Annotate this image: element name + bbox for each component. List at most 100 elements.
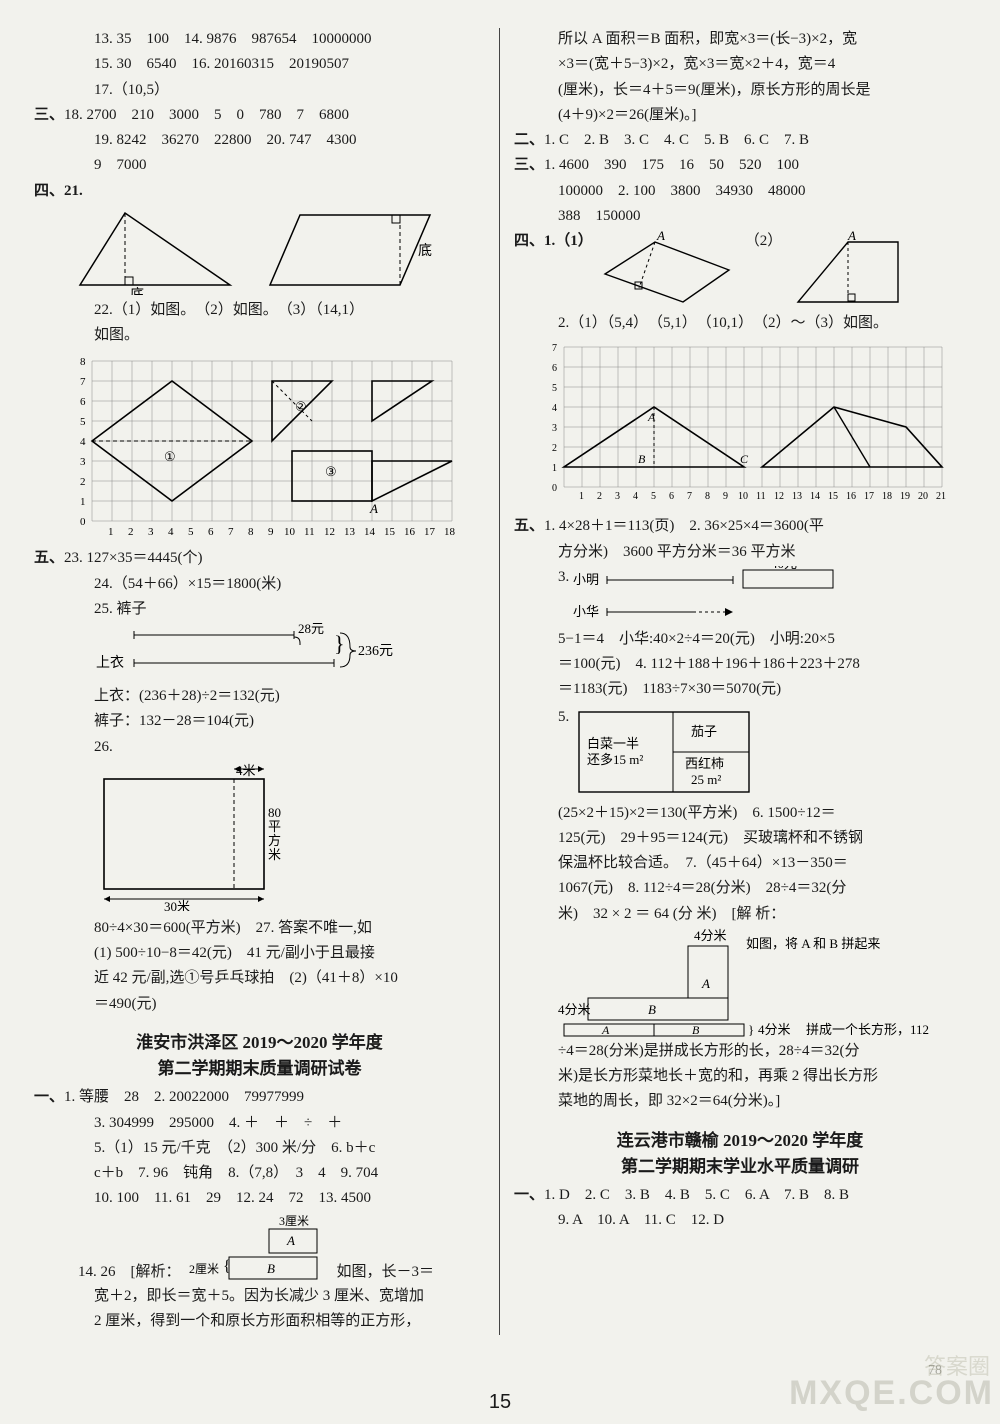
text-line: ÷4＝28(分米)是拼成长方形的长，28÷4＝32(分 — [514, 1040, 966, 1063]
svg-text:17: 17 — [864, 491, 874, 502]
triangle-figure: 底 — [70, 207, 240, 295]
line-diagram: 3. 小明 40元 小华 — [514, 566, 966, 626]
svg-text:小华: 小华 — [573, 604, 599, 619]
svg-text:拼成一个长方形，112: 拼成一个长方形，112 — [806, 1022, 929, 1037]
text-line: 三、18. 2700 210 3000 5 0 780 7 6800 — [34, 104, 485, 127]
svg-text:6: 6 — [208, 526, 214, 538]
text-line: 方分米) 3600 平方分米＝36 平方米 — [514, 541, 966, 564]
section-label: 二、 — [514, 132, 544, 148]
svg-text:16: 16 — [846, 491, 856, 502]
text-line: 上衣：(236＋28)÷2＝132(元) — [34, 685, 485, 708]
svg-text:6: 6 — [552, 363, 557, 374]
text-line: (1) 500÷10−8＝42(元) 41 元/副小于且最接 — [34, 942, 485, 965]
svg-text:1: 1 — [108, 526, 114, 538]
text: 1. 等腰 28 2. 20022000 79977999 — [64, 1089, 304, 1105]
svg-text:1: 1 — [80, 496, 86, 508]
text-line: 10. 100 11. 61 29 12. 24 72 13. 4500 — [34, 1187, 485, 1210]
text: 3. — [558, 569, 569, 585]
svg-text:3厘米: 3厘米 — [279, 1215, 309, 1228]
svg-text:A: A — [701, 976, 710, 991]
svg-text:3: 3 — [148, 526, 154, 538]
text-line: 9 7000 — [34, 154, 485, 177]
text: 1. C 2. B 3. C 4. C 5. B 6. C 7. B — [544, 132, 809, 148]
text-line: 25. 裤子 — [34, 598, 485, 621]
section-label: 一、 — [514, 1187, 544, 1203]
text-line: ＝1183(元) 1183÷7×30＝5070(元) — [514, 678, 966, 701]
text-line: 裤子：132－28＝104(元) — [34, 710, 485, 733]
title-line: 第二学期期末学业水平质量调研 — [514, 1154, 966, 1180]
text-line: 19. 8242 36270 22800 20. 747 4300 — [34, 129, 485, 152]
figure-row: 四、1.（1） A （2） A — [514, 230, 966, 310]
text-line: (4＋9)×2＝26(厘米)。] — [514, 104, 966, 127]
svg-text:9: 9 — [268, 526, 274, 538]
parallelogram-A: A — [599, 230, 739, 310]
text-line: ＝100(元) 4. 112＋188＋196＋186＋223＋278 — [514, 653, 966, 676]
bracket-diagram: 上衣 28元 236元 } — [34, 623, 485, 679]
svg-text:}: } — [334, 631, 345, 656]
svg-text:小明: 小明 — [573, 572, 599, 587]
text-line: 一、1. D 2. C 3. B 4. B 5. C 6. A 7. B 8. … — [514, 1184, 966, 1207]
svg-text:{: { — [223, 1258, 231, 1275]
svg-text:9: 9 — [723, 491, 728, 502]
section-label: 四、21. — [34, 183, 83, 199]
text-line: 26. — [34, 736, 485, 759]
title-line: 连云港市赣榆 2019～2020 学年度 — [514, 1128, 966, 1154]
section-title: 淮安市洪泽区 2019～2020 学年度 第二学期期末质量调研试卷 — [34, 1030, 485, 1083]
text-line: 四、21. — [34, 180, 485, 203]
text-line: 所以 A 面积＝B 面积，即宽×3＝(长−3)×2，宽 — [514, 28, 966, 51]
text-line: 100000 2. 100 3800 34930 48000 — [514, 180, 966, 203]
svg-text:11: 11 — [304, 526, 315, 538]
svg-text:③: ③ — [325, 464, 337, 479]
text: 25. 裤子 — [94, 601, 147, 617]
svg-text:236元: 236元 — [358, 644, 393, 659]
svg-text:13: 13 — [344, 526, 356, 538]
svg-text:12: 12 — [324, 526, 335, 538]
text: （2） — [745, 230, 783, 253]
title-line: 淮安市洪泽区 2019～2020 学年度 — [34, 1030, 485, 1056]
text-line: 9. A 10. A 11. C 12. D — [514, 1209, 966, 1232]
text-line: 24.（54＋66）×15＝1800(米) — [34, 573, 485, 596]
svg-text:6: 6 — [80, 396, 86, 408]
svg-text:5: 5 — [651, 491, 656, 502]
text-line: 15. 30 6540 16. 20160315 20190507 — [34, 53, 485, 76]
text-line: 五、23. 127×35＝4445(个) — [34, 547, 485, 570]
svg-text:茄子: 茄子 — [691, 724, 717, 739]
svg-text:1: 1 — [579, 491, 584, 502]
text-line: 三、1. 4600 390 175 16 50 520 100 — [514, 154, 966, 177]
svg-text:18: 18 — [882, 491, 892, 502]
svg-text:7: 7 — [552, 343, 557, 354]
svg-text:西红柿: 西红柿 — [685, 756, 724, 771]
svg-text:12: 12 — [774, 491, 784, 502]
svg-text:80平方米: 80平方米 — [268, 805, 281, 862]
svg-text:14: 14 — [810, 491, 820, 502]
text-line: 二、1. C 2. B 3. C 4. C 5. B 6. C 7. B — [514, 129, 966, 152]
svg-text:7: 7 — [80, 376, 86, 388]
text-line: c＋b 7. 96 钝角 8.（7,8） 3 4 9. 704 — [34, 1162, 485, 1185]
parallelogram-figure: 底 — [260, 207, 440, 295]
svg-text:A: A — [647, 410, 656, 424]
svg-text:0: 0 — [552, 483, 557, 494]
section-label: 三、 — [34, 107, 64, 123]
figure-row: 底 底 — [34, 207, 485, 295]
svg-text:7: 7 — [228, 526, 234, 538]
rectangle-figure: 4米 80平方米 30米 — [34, 761, 485, 911]
svg-text:17: 17 — [424, 526, 436, 538]
svg-text:底: 底 — [418, 243, 432, 259]
text-line: 13. 35 100 14. 9876 987654 10000000 — [34, 28, 485, 51]
text: 如图，长－3＝ — [337, 1261, 435, 1284]
svg-text:3: 3 — [552, 423, 557, 434]
svg-text:4分米: 4分米 — [558, 1002, 591, 1017]
text-line: 5−1＝4 小华:40×2÷4＝20(元) 小明:20×5 — [514, 628, 966, 651]
text-line: 五、1. 4×28＋1＝113(页) 2. 36×25×4＝3600(平 — [514, 515, 966, 538]
svg-text:28元: 28元 — [298, 623, 324, 636]
svg-text:B: B — [692, 1023, 700, 1037]
text: 18. 2700 210 3000 5 0 780 7 6800 — [64, 107, 349, 123]
svg-text:3: 3 — [80, 456, 86, 468]
svg-text:30米: 30米 — [164, 899, 190, 911]
svg-text:7: 7 — [687, 491, 692, 502]
svg-text:11: 11 — [756, 491, 766, 502]
text: 14. 26 [解析： — [78, 1261, 181, 1284]
rect-AB-figure: 3厘米 A B 2厘米 { — [189, 1215, 329, 1285]
svg-text:上衣: 上衣 — [96, 655, 124, 671]
text: 1. D 2. C 3. B 4. B 5. C 6. A 7. B 8. B — [544, 1187, 849, 1203]
